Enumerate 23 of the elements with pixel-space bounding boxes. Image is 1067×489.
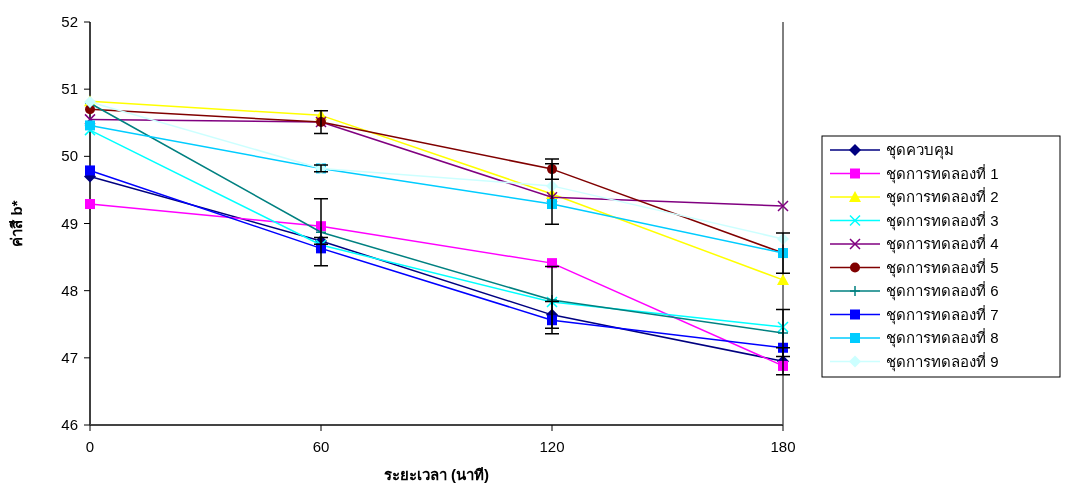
- legend-label: ชุดการทดลองที่ 2: [886, 186, 999, 207]
- y-tick-label: 49: [61, 214, 78, 232]
- y-tick-label: 46: [61, 416, 78, 433]
- x-tick-label: 180: [770, 438, 796, 455]
- legend-label: ชุดการทดลองที่ 3: [886, 209, 999, 231]
- x-tick-label: 60: [312, 438, 330, 455]
- legend-label: ชุดการทดลองที่ 8: [886, 327, 999, 348]
- legend-label: ชุดควบคุม: [886, 141, 954, 160]
- y-tick-label: 51: [61, 80, 78, 98]
- x-tick-label: 120: [539, 438, 565, 455]
- legend-label: ชุดการทดลองที่ 5: [886, 256, 999, 278]
- y-tick-label: 50: [61, 147, 78, 165]
- y-axis-title: ค่าสี b*: [8, 200, 25, 247]
- x-axis-title: ระยะเวลา (นาที): [383, 466, 490, 483]
- legend-label: ชุดการทดลองที่ 7: [886, 303, 999, 325]
- y-tick-label: 48: [61, 281, 78, 299]
- x-tick-label: 0: [85, 438, 95, 455]
- legend-label: ชุดการทดลองที่ 9: [886, 350, 999, 372]
- legend-label: ชุดการทดลองที่ 1: [886, 162, 999, 184]
- legend-label: ชุดการทดลองที่ 4: [886, 233, 999, 254]
- y-tick-label: 52: [61, 13, 78, 30]
- y-tick-label: 47: [61, 348, 78, 366]
- legend-label: ชุดการทดลองที่ 6: [886, 280, 999, 301]
